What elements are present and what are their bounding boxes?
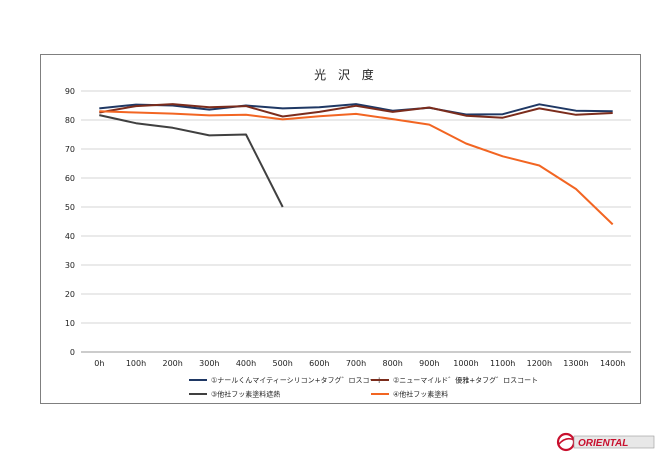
y-tick-label: 80 — [65, 116, 75, 125]
x-tick-label: 300h — [199, 359, 219, 368]
chart-frame: 光 沢 度 0 10 20 30 40 50 60 70 80 90 0h 100h 200h 300h… — [40, 54, 641, 404]
y-tick-label: 20 — [65, 290, 75, 299]
x-tick-label: 1300h — [563, 359, 588, 368]
x-tick-label: 1100h — [490, 359, 515, 368]
x-tick-label: 700h — [346, 359, 366, 368]
x-tick-label: 1000h — [453, 359, 478, 368]
logo-text: ORIENTAL — [578, 438, 628, 449]
series-line-1 — [99, 103, 613, 116]
x-tick-label: 400h — [236, 359, 256, 368]
x-tick-label: 800h — [382, 359, 402, 368]
x-tick-label: 1400h — [600, 359, 625, 368]
y-tick-label: 10 — [65, 319, 75, 328]
x-tick-label: 200h — [162, 359, 182, 368]
x-tick-label: 900h — [419, 359, 439, 368]
y-tick-label: 0 — [70, 348, 75, 357]
legend-label-3: ③他社フッ素塗料遮熱 — [211, 390, 280, 399]
line-chart: 光 沢 度 0 10 20 30 40 50 60 70 80 90 0h 100h 200h 300h… — [65, 67, 631, 399]
x-tick-label: 600h — [309, 359, 329, 368]
x-tick-label: 1200h — [527, 359, 552, 368]
series-line-2 — [99, 103, 613, 119]
chart-title: 光 沢 度 — [314, 67, 378, 82]
x-tick-label: 500h — [272, 359, 292, 368]
legend-label-4: ④他社フッ素塗料 — [393, 390, 448, 399]
legend-label-2: ②ニューマイルド゛優雅+タフグ゛ロスコート — [393, 376, 538, 385]
legend-label-1: ①ナールくんマイティーシリコン+タフグ゛ロスコート — [211, 376, 383, 385]
x-tick-label: 0h — [94, 359, 104, 368]
series-line-3 — [99, 114, 284, 208]
y-tick-label: 90 — [65, 87, 75, 96]
series-line-4 — [99, 110, 614, 226]
y-tick-label: 30 — [65, 261, 75, 270]
y-tick-label: 60 — [65, 174, 75, 183]
y-tick-label: 70 — [65, 145, 75, 154]
y-tick-label: 50 — [65, 203, 75, 212]
x-tick-label: 100h — [126, 359, 146, 368]
oriental-logo: ORIENTAL — [556, 432, 656, 452]
y-tick-label: 40 — [65, 232, 75, 241]
